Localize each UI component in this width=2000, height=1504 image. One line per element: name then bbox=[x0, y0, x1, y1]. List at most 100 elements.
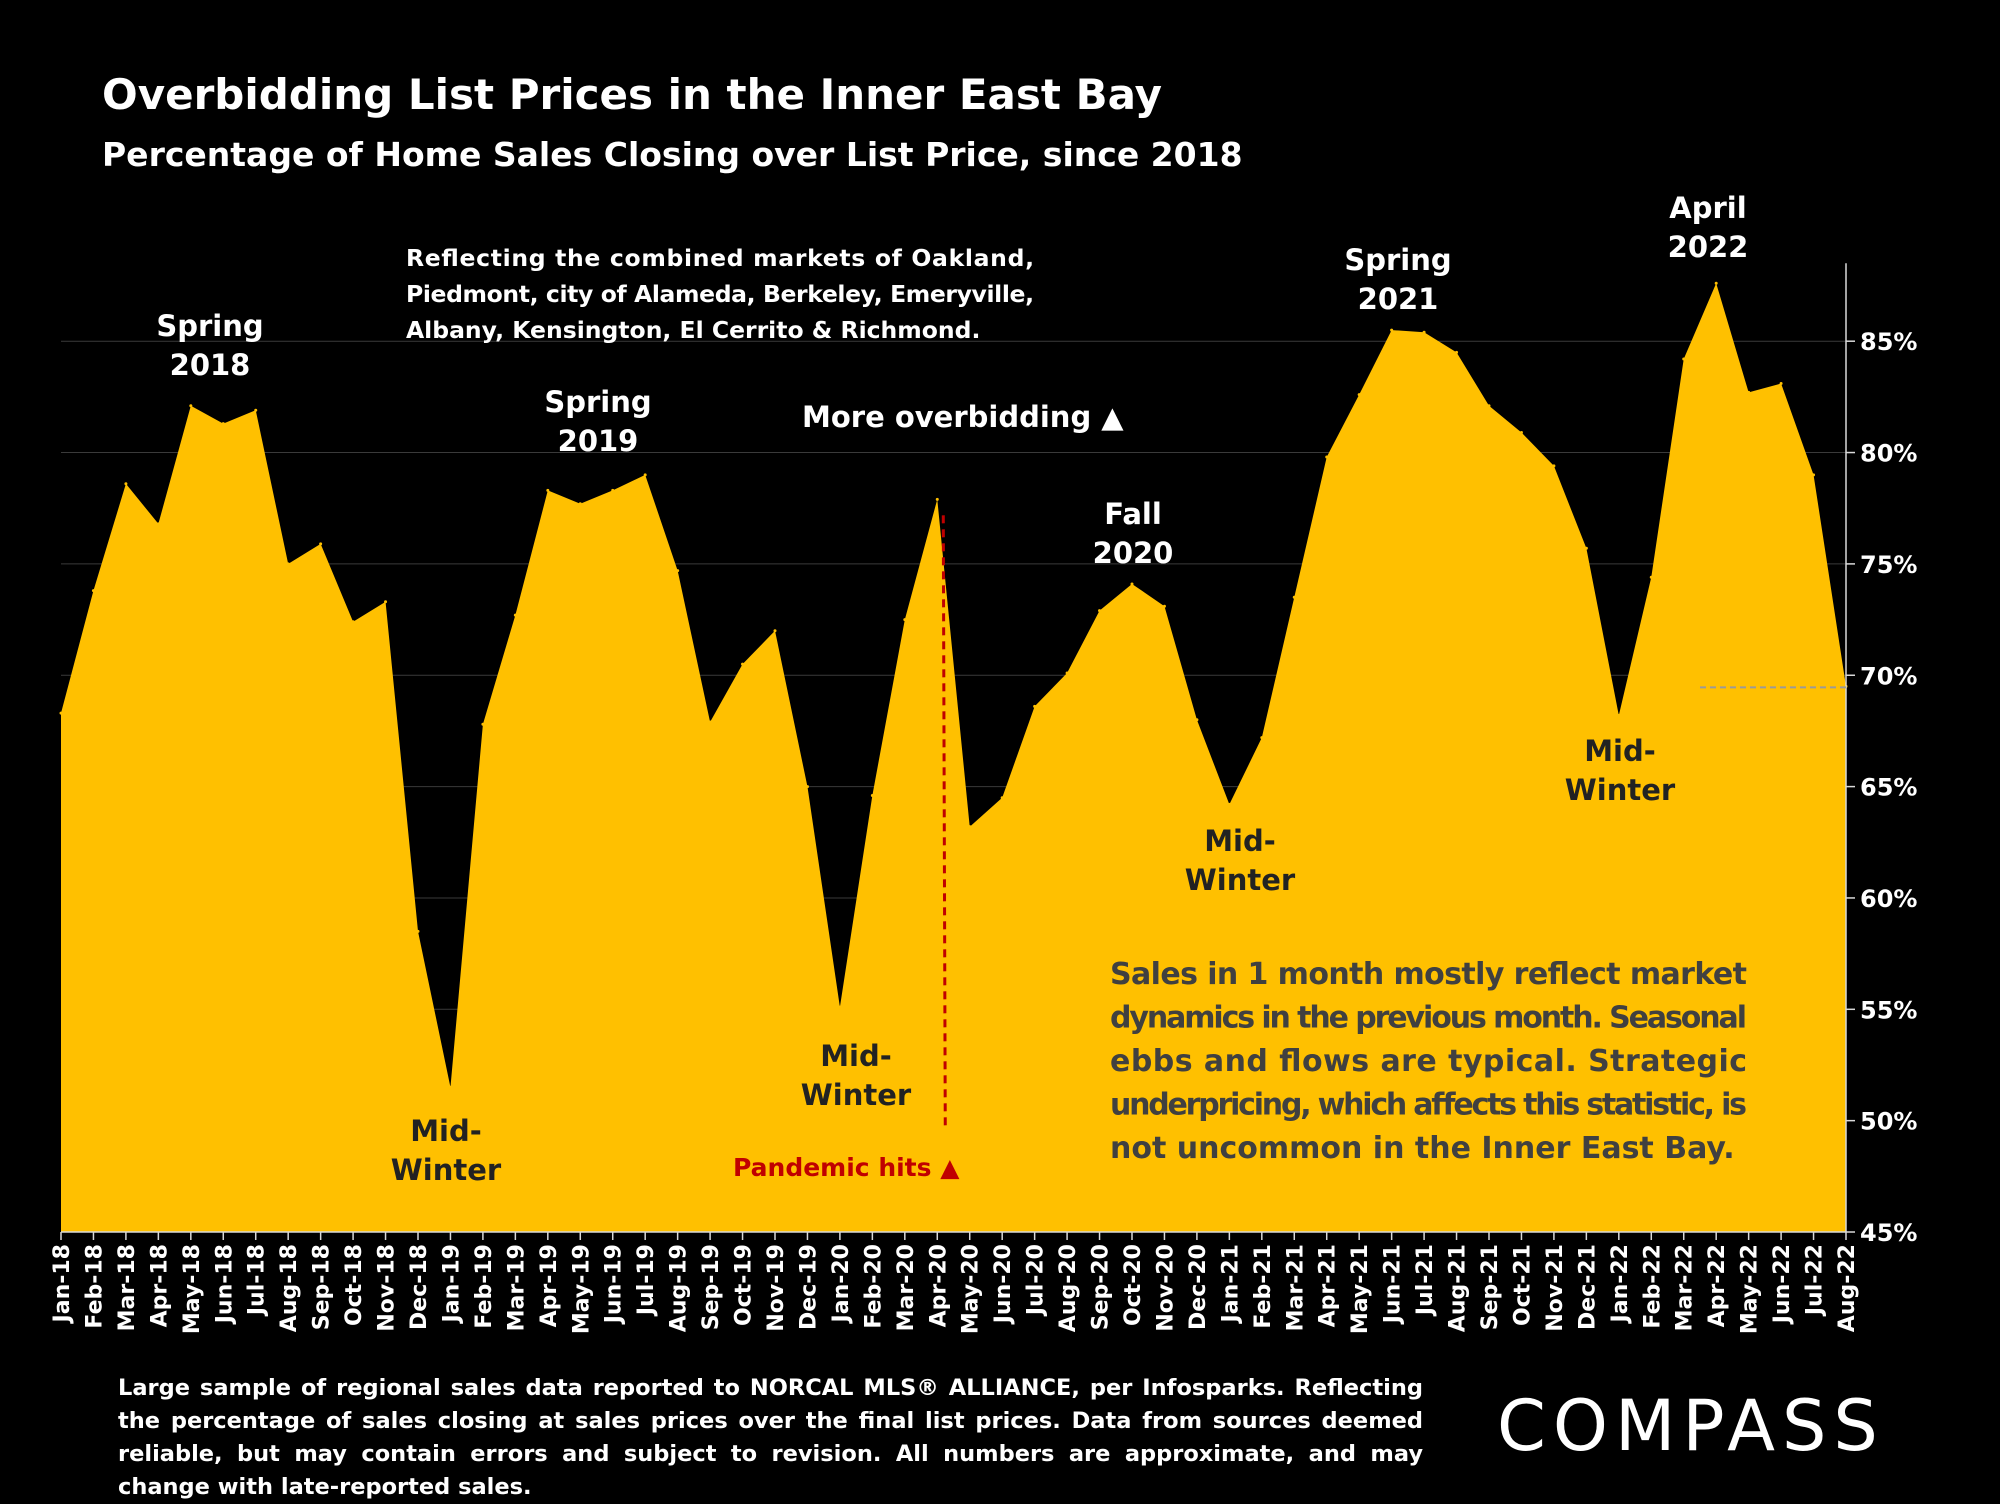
data-point bbox=[1487, 404, 1491, 408]
sales-note-line: dynamics in the previous month. Seasonal bbox=[1110, 1001, 1747, 1036]
data-point bbox=[221, 422, 225, 426]
data-point bbox=[611, 488, 615, 492]
annotation-mid-winter-2020: Winter bbox=[801, 1078, 912, 1112]
annotation-april-2022: April bbox=[1669, 191, 1746, 225]
x-tick-label: Jan-18 bbox=[50, 1244, 75, 1324]
x-tick-label: Jul-18 bbox=[245, 1244, 270, 1317]
pandemic-dashed-line bbox=[941, 515, 947, 1129]
x-tick-label: Oct-21 bbox=[1510, 1244, 1535, 1326]
data-point bbox=[1552, 464, 1556, 468]
annotation-spring-2019: Spring bbox=[544, 385, 651, 419]
data-point bbox=[124, 482, 128, 486]
data-point bbox=[59, 711, 63, 715]
data-point bbox=[189, 404, 193, 408]
x-tick-label: Jan-19 bbox=[439, 1244, 464, 1324]
x-tick-label: May-20 bbox=[959, 1244, 984, 1334]
data-point bbox=[1098, 609, 1102, 613]
x-tick-label: Aug-18 bbox=[277, 1244, 302, 1332]
annotation-april-2022: 2022 bbox=[1668, 230, 1749, 264]
data-point bbox=[708, 720, 712, 724]
data-point bbox=[1195, 718, 1199, 722]
data-point bbox=[1260, 736, 1264, 740]
x-tick-label: Feb-21 bbox=[1251, 1244, 1276, 1329]
x-tick-label: Jul-21 bbox=[1413, 1244, 1438, 1317]
data-point bbox=[935, 497, 939, 501]
data-point bbox=[1649, 575, 1653, 579]
y-tick-label: 80% bbox=[1860, 440, 1917, 468]
data-point bbox=[513, 613, 517, 617]
data-point bbox=[870, 794, 874, 798]
x-tick-label: Dec-18 bbox=[407, 1244, 432, 1330]
sales-note-line: underpricing, which affects this statist… bbox=[1110, 1088, 1747, 1123]
x-tick-label: Mar-20 bbox=[894, 1244, 919, 1331]
markets-note-line: Albany, Kensington, El Cerrito & Richmon… bbox=[406, 316, 980, 344]
x-tick-label: May-19 bbox=[569, 1244, 594, 1334]
chart-subtitle: Percentage of Home Sales Closing over Li… bbox=[102, 135, 1243, 174]
chart-title: Overbidding List Prices in the Inner Eas… bbox=[102, 70, 1163, 119]
annotation-mid-winter-2021: Winter bbox=[1185, 863, 1296, 897]
data-point bbox=[1130, 582, 1134, 586]
x-tick-label: Oct-18 bbox=[342, 1244, 367, 1326]
x-tick-label: Aug-21 bbox=[1446, 1244, 1471, 1332]
data-point bbox=[903, 618, 907, 622]
annotation-mid-winter-2019: Mid- bbox=[410, 1114, 482, 1148]
data-point bbox=[91, 589, 95, 593]
x-tick-label: Sep-18 bbox=[310, 1244, 335, 1330]
x-tick-label: Sep-19 bbox=[699, 1244, 724, 1330]
data-point bbox=[1422, 330, 1426, 334]
annotation-spring-2018: 2018 bbox=[170, 348, 251, 382]
x-tick-label: Jun-18 bbox=[212, 1244, 237, 1325]
x-tick-label: Jan-20 bbox=[829, 1244, 854, 1324]
x-tick-label: Sep-20 bbox=[1089, 1244, 1114, 1330]
x-tick-label: Aug-19 bbox=[667, 1244, 692, 1332]
footnote: Large sample of regional sales data repo… bbox=[118, 1375, 1423, 1500]
x-tick-label: Oct-20 bbox=[1121, 1244, 1146, 1326]
x-tick-label: Oct-19 bbox=[732, 1244, 757, 1326]
data-point bbox=[546, 488, 550, 492]
data-point bbox=[1065, 671, 1069, 675]
data-point bbox=[1747, 390, 1751, 394]
x-tick-label: Nov-20 bbox=[1153, 1244, 1178, 1332]
data-point bbox=[968, 825, 972, 829]
y-tick-label: 70% bbox=[1860, 662, 1917, 690]
data-point bbox=[1033, 704, 1037, 708]
annotation-spring-2021: 2021 bbox=[1358, 282, 1439, 316]
data-point bbox=[1584, 546, 1588, 550]
x-tick-label: Apr-21 bbox=[1316, 1244, 1341, 1327]
sales-note-line: not uncommon in the Inner East Bay. bbox=[1110, 1131, 1735, 1166]
pandemic-hits-label: Pandemic hits ▲ bbox=[733, 1153, 960, 1182]
markets-note-line: Piedmont, city of Alameda, Berkeley, Eme… bbox=[406, 280, 1034, 308]
data-point bbox=[1812, 473, 1816, 477]
data-point bbox=[578, 502, 582, 506]
data-point bbox=[319, 542, 323, 546]
data-point bbox=[1617, 713, 1621, 717]
compass-logo: COMPASS bbox=[1497, 1385, 1885, 1467]
x-tick-label: Feb-19 bbox=[472, 1244, 497, 1329]
annotation-mid-winter-2022: Winter bbox=[1565, 773, 1676, 807]
more-overbidding-label: More overbidding ▲ bbox=[802, 400, 1124, 434]
annotation-fall-2020: 2020 bbox=[1093, 536, 1174, 570]
x-tick-label: May-18 bbox=[180, 1244, 205, 1334]
x-tick-label: Jan-22 bbox=[1608, 1244, 1633, 1324]
x-tick-label: Feb-18 bbox=[82, 1244, 107, 1329]
annotation-fall-2020: Fall bbox=[1104, 497, 1162, 531]
annotation-spring-2021: Spring bbox=[1344, 243, 1451, 277]
annotation-mid-winter-2022: Mid- bbox=[1584, 734, 1656, 768]
data-point bbox=[1519, 431, 1523, 435]
markets-note-line: Reflecting the combined markets of Oakla… bbox=[406, 244, 1034, 272]
x-tick-label: Jun-21 bbox=[1381, 1244, 1406, 1325]
data-point bbox=[643, 473, 647, 477]
x-tick-label: Jun-19 bbox=[602, 1244, 627, 1325]
y-tick-label: 65% bbox=[1860, 774, 1917, 802]
x-tick-label: Apr-18 bbox=[147, 1244, 172, 1327]
area-series bbox=[59, 281, 1848, 1232]
x-tick-label: Apr-22 bbox=[1705, 1244, 1730, 1327]
x-tick-label: Aug-20 bbox=[1056, 1244, 1081, 1332]
annotations: Spring 2018 Mid- Winter Spring 2019 Mid- Winter… bbox=[156, 191, 1846, 1187]
x-tick-label: Aug-22 bbox=[1835, 1244, 1860, 1332]
x-tick-label: Jul-19 bbox=[634, 1244, 659, 1317]
data-point bbox=[1714, 281, 1718, 285]
data-point bbox=[1390, 328, 1394, 332]
